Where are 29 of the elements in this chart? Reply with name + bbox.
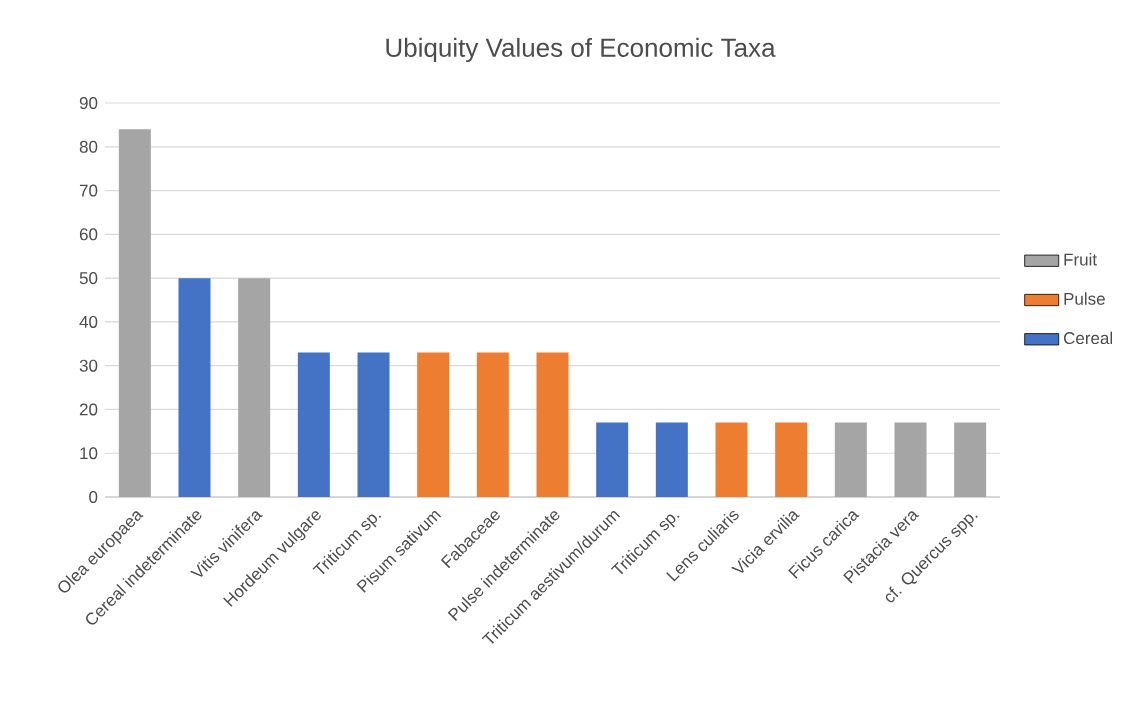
bar [596, 422, 629, 497]
bar [775, 422, 808, 497]
bar [476, 352, 509, 497]
y-tick-label: 10 [80, 447, 98, 460]
y-tick-label: 30 [79, 359, 98, 372]
bar [178, 278, 211, 497]
bar [417, 352, 450, 497]
y-tick-label: 40 [79, 315, 98, 328]
y-tick-label: 0 [89, 490, 98, 504]
chart-title: Ubiquity Values of Economic Taxa [386, 37, 776, 63]
y-tick-label: 50 [79, 272, 98, 285]
legend-label: Cereal [1063, 331, 1112, 345]
y-tick-label: 80 [79, 140, 98, 153]
bar [894, 422, 927, 497]
y-tick-label: 90 [79, 97, 98, 110]
bar [655, 422, 688, 497]
bar [357, 352, 390, 497]
bar [954, 422, 987, 497]
bar [536, 352, 569, 497]
bar [715, 422, 748, 497]
bar [834, 422, 867, 497]
bar [118, 129, 151, 497]
bar [297, 352, 330, 497]
y-tick-label: 70 [79, 184, 98, 197]
legend-label: Pulse [1064, 292, 1105, 305]
bar [238, 278, 271, 497]
y-tick-label: 20 [79, 403, 98, 416]
y-tick-label: 60 [79, 228, 98, 241]
legend-label: Fruit [1064, 253, 1097, 266]
